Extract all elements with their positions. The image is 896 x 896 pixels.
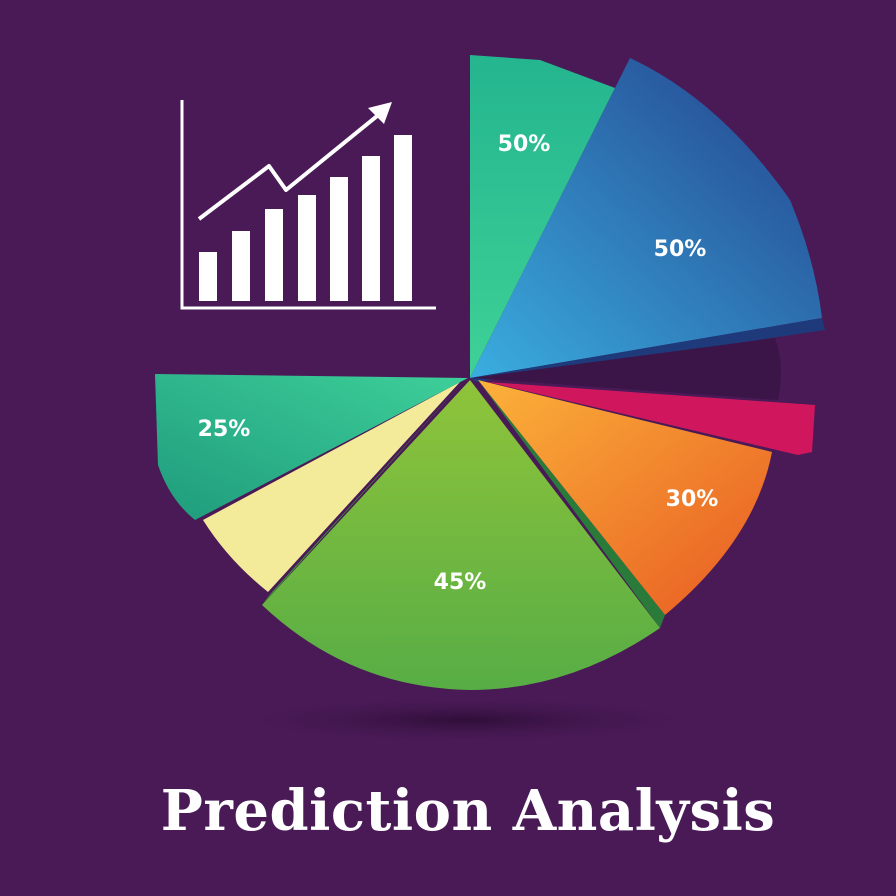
slice-label-blue: 50%	[654, 237, 707, 262]
slice-label-orange: 30%	[666, 487, 719, 512]
slice-magenta	[488, 382, 815, 455]
pie-shadow	[200, 694, 730, 746]
slice-dark	[472, 338, 781, 400]
slice-green-edge	[262, 380, 465, 605]
slice-teal-left	[155, 374, 468, 520]
slice-yellow	[203, 382, 460, 592]
slice-blue-edge	[470, 318, 825, 382]
slice-teal-top	[470, 55, 615, 378]
slice-orange	[478, 380, 772, 615]
page-title: Prediction Analysis	[160, 778, 776, 844]
slice-green	[262, 380, 660, 690]
slice-blue	[470, 58, 822, 378]
slice-label-green: 45%	[434, 570, 487, 595]
slice-label-teal-left: 25%	[198, 417, 251, 442]
slice-orange-edge	[478, 380, 665, 628]
growth-chart-icon	[180, 100, 436, 310]
slice-label-teal-top: 50%	[498, 132, 551, 157]
